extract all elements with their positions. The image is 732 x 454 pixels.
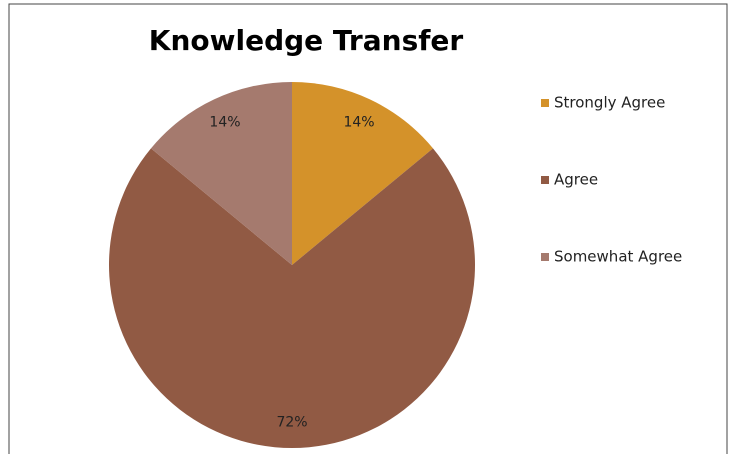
legend-swatch [541, 253, 549, 261]
pie-slice [292, 82, 434, 265]
legend-label: Strongly Agree [554, 94, 665, 112]
legend-swatch [541, 176, 549, 184]
pie-slice [150, 82, 292, 265]
data-label: 14% [343, 115, 374, 131]
legend-swatch [541, 99, 549, 107]
data-label: 72% [276, 414, 307, 430]
pie-slice [108, 148, 476, 449]
legend-label: Agree [554, 171, 598, 189]
data-label: 14% [209, 115, 240, 131]
legend-label: Somewhat Agree [554, 248, 682, 266]
chart-title: Knowledge Transfer [149, 24, 464, 57]
